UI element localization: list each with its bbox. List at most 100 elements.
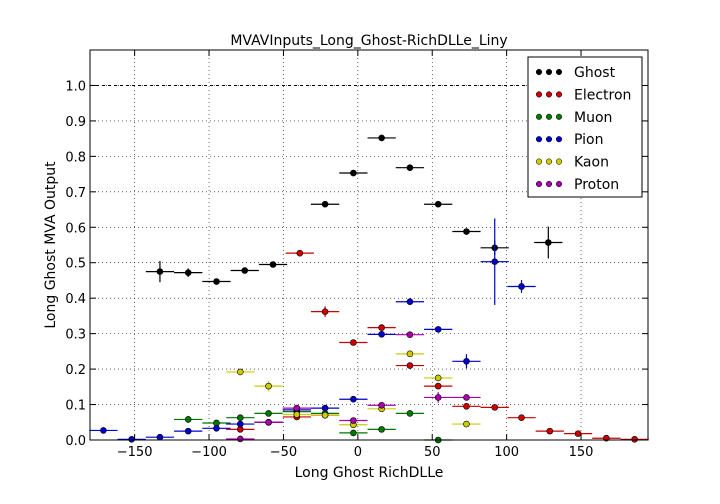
- data-point: [434, 200, 442, 208]
- legend-marker: [535, 91, 543, 98]
- data-point: [406, 331, 414, 339]
- data-point: [213, 424, 220, 432]
- data-point: [236, 435, 244, 443]
- data-point: [213, 278, 220, 285]
- legend-marker: [545, 136, 553, 143]
- data-point: [350, 429, 357, 437]
- data-point: [574, 430, 582, 437]
- y-tick-label: 1.0: [65, 79, 86, 94]
- data-point: [378, 134, 385, 142]
- legend-marker: [545, 113, 553, 120]
- data-point: [350, 395, 357, 403]
- data-point: [100, 427, 107, 434]
- data-point: [434, 326, 442, 333]
- series-kaon: [226, 350, 481, 429]
- y-tick-label: 0.2: [65, 363, 86, 378]
- y-tick-label: 0.6: [65, 221, 86, 236]
- y-tick-label: 0.5: [65, 257, 86, 272]
- data-point: [518, 414, 525, 421]
- y-tick-label: 0.8: [65, 150, 86, 165]
- data-point: [434, 394, 442, 401]
- data-point: [350, 169, 357, 177]
- data-point: [518, 283, 525, 290]
- data-point: [378, 401, 385, 409]
- data-point: [236, 414, 244, 421]
- data-point: [265, 382, 272, 390]
- x-tick-label: −50: [270, 445, 297, 460]
- data-point: [184, 269, 192, 276]
- x-axis-label: Long Ghost RichDLLe: [295, 465, 444, 481]
- series-proton: [226, 331, 481, 443]
- y-tick-label: 0.9: [65, 115, 86, 130]
- legend-marker: [535, 68, 543, 76]
- legend-label: Kaon: [574, 155, 609, 171]
- x-tick-label: −100: [191, 445, 227, 460]
- data-point: [631, 435, 638, 443]
- legend-label: Pion: [574, 132, 603, 148]
- data-point: [236, 368, 244, 376]
- data-point: [269, 261, 277, 268]
- data-points-layer: [89, 134, 649, 444]
- x-tick-label: 150: [569, 445, 594, 460]
- legend: Ghost Electron Muon Pion Kaon Proton: [527, 56, 643, 198]
- data-point: [406, 164, 414, 172]
- x-tick-label: −150: [117, 445, 153, 460]
- data-point: [128, 435, 135, 443]
- data-point: [434, 382, 442, 390]
- data-point: [265, 410, 272, 417]
- data-point: [296, 249, 304, 257]
- data-point: [378, 324, 385, 331]
- legend-marker: [555, 158, 563, 165]
- x-tick-label: 100: [494, 445, 519, 460]
- data-point: [156, 433, 164, 441]
- legend-marker: [555, 180, 563, 188]
- data-point: [321, 404, 329, 412]
- data-point: [491, 258, 499, 265]
- legend-marker: [535, 136, 543, 143]
- data-point: [293, 404, 301, 412]
- data-point: [491, 404, 499, 411]
- data-point: [406, 410, 414, 417]
- data-point: [463, 357, 470, 365]
- plot-frame: [89, 49, 649, 441]
- legend-label: Proton: [574, 177, 619, 193]
- data-point: [321, 200, 329, 208]
- y-axis-label: Long Ghost MVA Output: [43, 161, 59, 329]
- y-tick-label: 0.0: [65, 434, 86, 449]
- legend-marker: [545, 158, 553, 165]
- legend-box: [527, 56, 643, 198]
- legend-marker: [555, 136, 563, 143]
- data-point: [463, 228, 470, 235]
- data-point: [378, 426, 385, 433]
- data-point: [184, 427, 192, 435]
- y-tick-label: 0.3: [65, 328, 86, 343]
- data-point: [406, 298, 414, 306]
- data-point: [293, 411, 301, 418]
- data-point: [321, 308, 329, 315]
- data-point: [434, 374, 442, 382]
- legend-label: Muon: [574, 110, 612, 126]
- data-point: [350, 339, 357, 346]
- data-point: [546, 427, 554, 435]
- data-point: [463, 420, 470, 428]
- legend-marker: [545, 180, 553, 188]
- legend-marker: [535, 113, 543, 120]
- data-point: [463, 403, 470, 410]
- legend-marker: [555, 113, 563, 120]
- data-point: [156, 268, 164, 275]
- chart-title: MVAVInputs_Long_Ghost-RichDLLe_Liny: [230, 33, 507, 49]
- axis-ticks: −150 −100 −50 0 50 100 150 0.0 0.1 0.2 0.3 0.4 0.5 0.…: [65, 50, 648, 460]
- legend-marker: [555, 91, 563, 98]
- legend-marker: [555, 68, 563, 76]
- legend-marker: [545, 91, 553, 98]
- y-tick-label: 0.1: [65, 399, 86, 414]
- x-tick-label: 50: [424, 445, 441, 460]
- legend-label: Ghost: [574, 65, 616, 81]
- data-point: [321, 411, 329, 419]
- legend-label: Electron: [574, 87, 631, 103]
- data-point: [463, 394, 470, 401]
- data-point: [265, 418, 272, 426]
- data-point: [236, 420, 244, 428]
- legend-marker: [545, 68, 553, 76]
- data-point: [241, 267, 249, 274]
